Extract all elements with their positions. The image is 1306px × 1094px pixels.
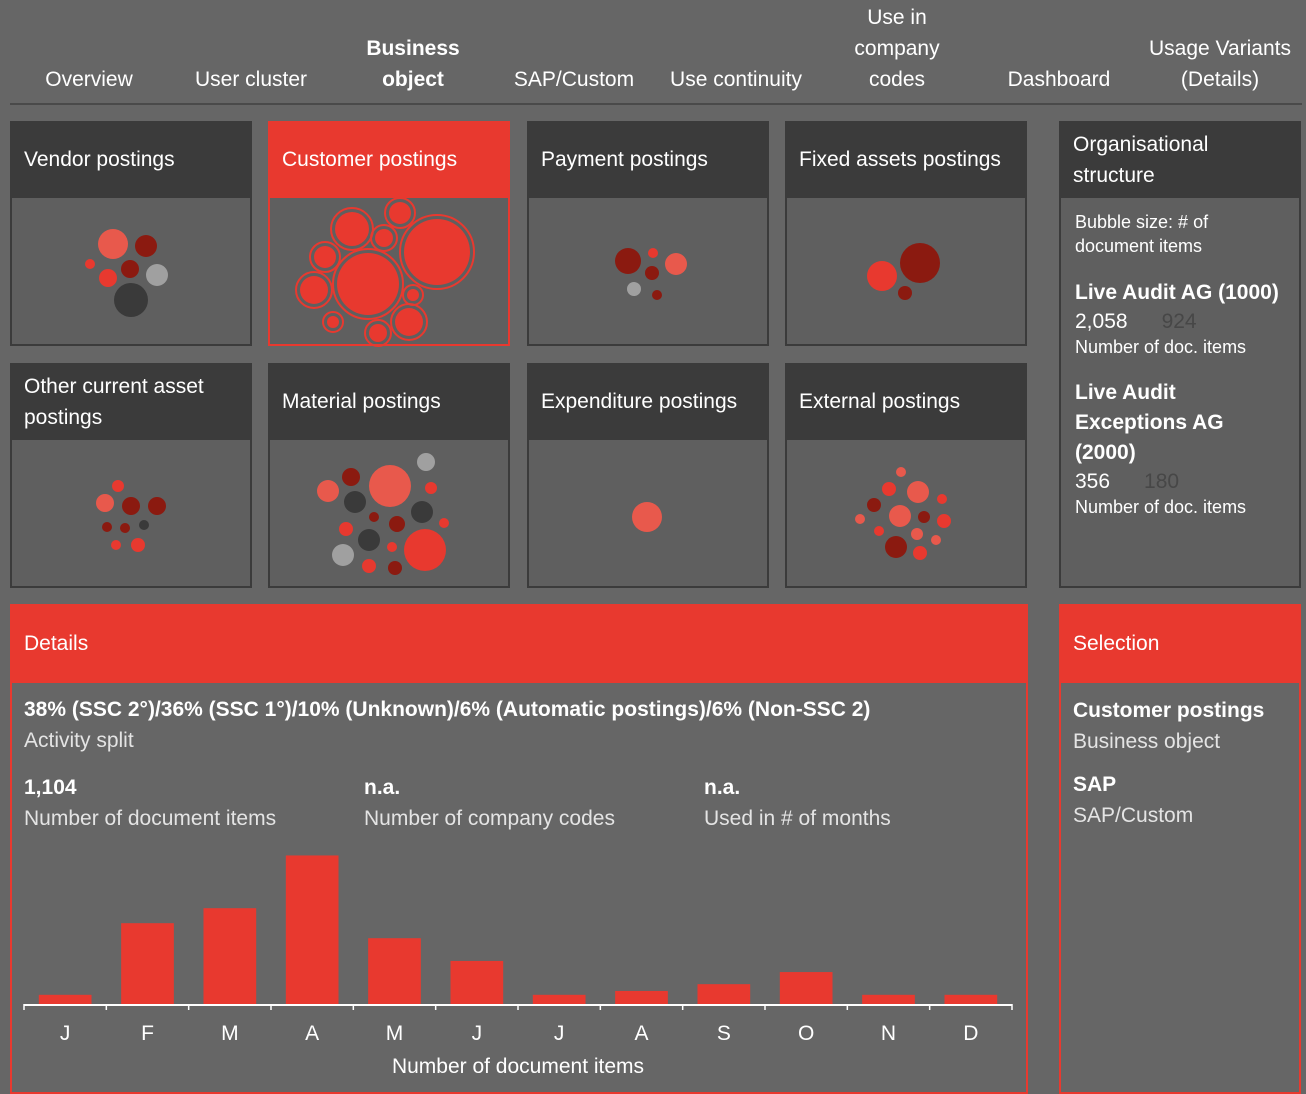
selection-value: Customer postings (1073, 699, 1265, 722)
stat-label: Used in # of months (704, 807, 891, 830)
tile-title: External postings (785, 363, 1027, 440)
tile-body (268, 440, 510, 588)
tile[interactable]: Other current asset postings (10, 363, 252, 588)
org-entry-value: 356 (1075, 470, 1111, 493)
tile-body (527, 440, 769, 588)
tile-body (527, 198, 769, 346)
org-entry-secondary: 924 (1161, 310, 1197, 333)
tile-body (785, 198, 1027, 346)
split-label: Activity split (24, 729, 134, 752)
tile[interactable]: Fixed assets postings (785, 121, 1027, 346)
selection-label: Business object (1073, 730, 1221, 753)
tile-title: Expenditure postings (527, 363, 769, 440)
nav-item[interactable]: Use in company codes (854, 6, 940, 91)
activity-split: 38% (SSC 2°)/36% (SSC 1°)/10% (Unknown)/… (24, 694, 870, 756)
tile[interactable]: Payment postings (527, 121, 769, 346)
tile[interactable]: Customer postings (268, 121, 510, 346)
nav-item[interactable]: Overview (45, 68, 133, 91)
selection-value: SAP (1073, 773, 1117, 796)
tile[interactable]: Expenditure postings (527, 363, 769, 588)
org-panel: Organisational structure Bubble size: # … (1059, 121, 1301, 588)
org-entry-values: 356 180 (1075, 468, 1285, 496)
tile-body (10, 440, 252, 588)
details-header: Details (10, 604, 1028, 683)
details-panel: Details 38% (SSC 2°)/36% (SSC 1°)/10% (U… (10, 604, 1028, 1094)
stat-label: Number of company codes (364, 807, 615, 830)
tile[interactable]: Vendor postings (10, 121, 252, 346)
tile-title: Fixed assets postings (785, 121, 1027, 198)
org-entry-secondary: 180 (1144, 470, 1180, 493)
org-body: Bubble size: # of document items Live Au… (1061, 198, 1299, 530)
org-entry-caption: Number of doc. items (1075, 337, 1247, 357)
tile-body (785, 440, 1027, 588)
stat: n.a. Number of company codes (364, 772, 694, 834)
tile-title: Vendor postings (10, 121, 252, 198)
stat-value: n.a. (704, 776, 741, 799)
stat: 1,104 Number of document items (24, 772, 354, 834)
tile-title: Customer postings (268, 121, 510, 198)
org-entry-caption: Number of doc. items (1075, 497, 1247, 517)
tile[interactable]: Material postings (268, 363, 510, 588)
selection-item: SAP SAP/Custom (1061, 769, 1299, 831)
nav-item[interactable]: Use continuity (670, 68, 802, 91)
split-value: 38% (SSC 2°)/36% (SSC 1°)/10% (Unknown)/… (24, 698, 871, 721)
nav-bar: Overview User cluster Business object SAP/C… (10, 0, 1302, 105)
nav-item[interactable]: Business object (366, 37, 460, 91)
selection-item: Customer postings Business object (1061, 695, 1299, 757)
nav-item[interactable]: Dashboard (1007, 68, 1111, 91)
org-entry-value: 2,058 (1075, 310, 1128, 333)
selection-panel: Selection Customer postings Business obje… (1059, 604, 1301, 1094)
tile-title: Payment postings (527, 121, 769, 198)
nav-item[interactable]: SAP/Custom (513, 68, 635, 91)
org-entry-values: 2,058 924 (1075, 308, 1285, 336)
org-title: Organisational structure (1059, 121, 1301, 198)
org-entry-name: Live Audit Exceptions AG (2000) (1075, 381, 1224, 464)
stat-label: Number of document items (24, 807, 277, 830)
org-note: Bubble size: # of document items (1075, 212, 1209, 256)
tile-body (268, 198, 510, 346)
tile-title: Material postings (268, 363, 510, 440)
stat-value: 1,104 (24, 776, 77, 799)
tile-body (10, 198, 252, 346)
stat: n.a. Used in # of months (704, 772, 1034, 834)
selection-label: SAP/Custom (1073, 804, 1194, 827)
stat-value: n.a. (364, 776, 401, 799)
tile[interactable]: External postings (785, 363, 1027, 588)
nav-item[interactable]: User cluster (194, 68, 308, 91)
nav-item[interactable]: Usage Variants (Details) (1148, 37, 1292, 91)
org-entry-name: Live Audit AG (1000) (1075, 281, 1279, 304)
selection-header: Selection (1059, 604, 1301, 683)
tile-title: Other current asset postings (10, 363, 252, 440)
